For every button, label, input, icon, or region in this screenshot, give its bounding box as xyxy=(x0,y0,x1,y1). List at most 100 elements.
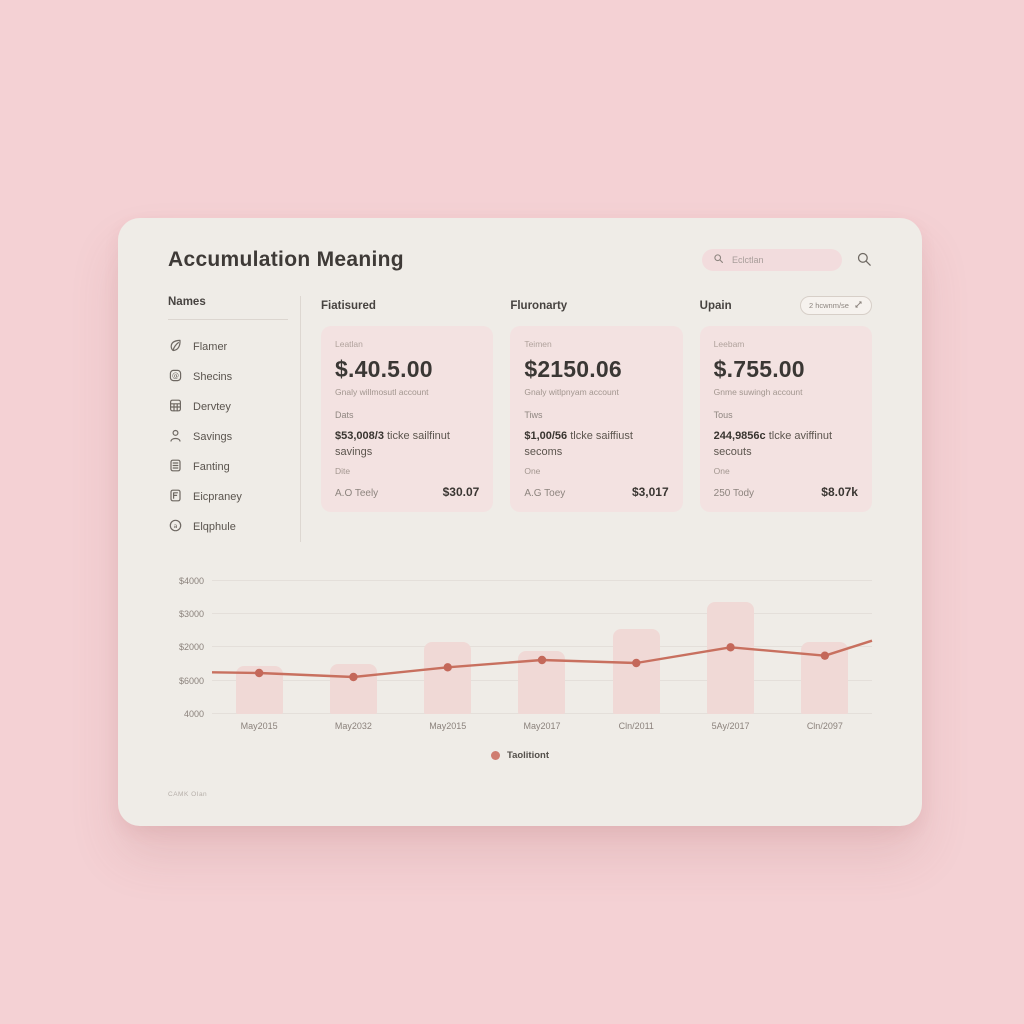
legend-label: Taolitiont xyxy=(506,750,550,761)
x-tick-label: Cln/2011 xyxy=(618,721,654,731)
search-button[interactable] xyxy=(856,251,872,270)
card-footer-label: A.G Toey xyxy=(524,488,566,499)
dashboard-panel: Accumulation Meaning Names xyxy=(118,218,922,826)
x-axis-spacer xyxy=(168,721,212,731)
card-detail-highlight: $53,008/3 xyxy=(335,430,384,442)
chart-plot-area xyxy=(211,574,873,714)
panel-footnote: CAMK OIan xyxy=(168,791,208,798)
card-detail-text: tlcke aviffinut secouts xyxy=(713,430,833,458)
line-point xyxy=(254,668,264,678)
search-icon xyxy=(856,251,872,270)
card-detail-line: $1,00/56 tlcke saiffiust secoms xyxy=(524,429,668,461)
search-icon xyxy=(713,251,724,269)
column-header-label: Fluronarty xyxy=(510,299,568,312)
bar xyxy=(424,642,472,714)
card-amount: $2150.06 xyxy=(524,356,622,382)
card-caption: Gnaly witlpnyam account xyxy=(524,387,619,397)
y-tick-label: $3000 xyxy=(178,609,204,619)
gridline xyxy=(212,613,872,614)
bar xyxy=(612,629,660,714)
card-section-label: Dats xyxy=(335,410,354,420)
gridline xyxy=(212,646,872,648)
chart-legend: Taolitiont xyxy=(168,750,872,761)
card-note: Dite xyxy=(335,465,351,476)
expand-icon xyxy=(854,300,863,311)
card-detail-highlight: 244,9856c xyxy=(713,430,766,442)
card-note: One xyxy=(524,465,541,476)
y-tick-label: $6000 xyxy=(178,675,204,686)
sidebar-item-label: Elqphule xyxy=(193,521,236,533)
card-footer-value: $3,017 xyxy=(631,485,669,499)
sidebar-item-elqphule[interactable]: a Elqphule xyxy=(168,512,288,542)
sidebar-item-label: Flamer xyxy=(193,341,228,353)
gridline xyxy=(212,579,872,581)
user-icon xyxy=(168,428,183,446)
y-tick-label: $4000 xyxy=(178,575,204,586)
y-tick-label: $2000 xyxy=(178,642,204,653)
bar-slot xyxy=(306,574,400,714)
card-footer: 250 Tody $8.07k xyxy=(714,485,858,499)
x-tick-label: May2015 xyxy=(240,721,278,731)
card-footer-label: 250 Tody xyxy=(713,488,755,499)
chart-x-labels: May2015 May2032 May2015 May2017 Cln/2011 5Ay/… xyxy=(212,721,872,731)
sidebar-item-shecins[interactable]: @ Shecins xyxy=(168,362,288,392)
x-tick-label: 5Ay/2017 xyxy=(711,721,750,731)
bar-slot xyxy=(401,574,495,714)
svg-text:a: a xyxy=(174,522,178,530)
chart: $4000 $3000 $2000 $6000 4000 May2015 May2032 M… xyxy=(168,574,873,731)
card-footer-value: $30.07 xyxy=(442,485,480,499)
card-caption: Gnaly willmosutl account xyxy=(335,387,429,397)
sidebar-item-label: Fanting xyxy=(193,461,230,473)
sidebar-item-savings[interactable]: Savings xyxy=(168,422,288,452)
sidebar-item-eicpraney[interactable]: Eicpraney xyxy=(168,482,288,512)
x-tick-label: May2032 xyxy=(334,721,372,731)
card-caption: Gnme suwingh account xyxy=(713,387,803,397)
card-tag: Leebam xyxy=(713,339,745,349)
sidebar-item-label: Shecins xyxy=(193,371,233,383)
bar-slot xyxy=(589,574,683,714)
column-header-fluronarty: Fluronarty xyxy=(510,296,682,315)
line-point xyxy=(726,643,735,652)
line-point xyxy=(820,651,830,660)
period-selector-label: 2 hcwnm/se xyxy=(808,301,849,310)
search-area xyxy=(702,249,872,271)
column-header-label: Fiatisured xyxy=(321,299,376,312)
summary-card-fiatisured[interactable]: Leatlan $.40.5.00 Gnaly willmosutl accou… xyxy=(321,326,494,512)
sidebar-item-label: Eicpraney xyxy=(193,491,242,503)
x-tick-label: May2017 xyxy=(523,721,561,731)
leaf-icon xyxy=(168,338,183,356)
search-pill[interactable] xyxy=(702,249,842,271)
y-tick-label: 4000 xyxy=(183,709,204,719)
svg-text:@: @ xyxy=(172,372,179,380)
card-tag: Teimen xyxy=(524,339,552,349)
summary-card-fluronarty[interactable]: Teimen $2150.06 Gnaly witlpnyam account … xyxy=(510,326,683,512)
line-point xyxy=(443,663,452,672)
line-point xyxy=(632,658,641,668)
bar-slot xyxy=(683,574,777,714)
chart-y-axis: $4000 $3000 $2000 $6000 4000 xyxy=(168,574,212,719)
card-footer-value: $8.07k xyxy=(821,485,858,499)
file-icon xyxy=(168,488,183,506)
card-section-label: Tous xyxy=(713,410,733,420)
document-icon xyxy=(168,458,183,476)
at-badge-icon: @ xyxy=(168,368,183,386)
trend-line xyxy=(211,639,873,682)
sidebar-item-flamer[interactable]: Flamer xyxy=(168,332,288,362)
sidebar-item-fanting[interactable]: Fanting xyxy=(168,452,288,482)
sidebar-item-dervtey[interactable]: Dervtey xyxy=(168,392,288,422)
summary-cards-row: Leatlan $.40.5.00 Gnaly willmosutl accou… xyxy=(321,326,872,512)
card-tag: Leatlan xyxy=(335,339,363,349)
search-input[interactable] xyxy=(730,254,831,266)
line-point xyxy=(349,672,358,682)
page-title: Accumulation Meaning xyxy=(168,248,404,271)
cards-header: Fiatisured Fluronarty Upain 2 hcwnm/se xyxy=(321,296,872,315)
period-selector-button[interactable]: 2 hcwnm/se xyxy=(799,296,872,315)
card-detail-highlight: $1,00/56 xyxy=(524,430,568,442)
summary-card-upain[interactable]: Leebam $.755.00 Gnme suwingh account Tou… xyxy=(699,326,872,512)
card-detail-line: 244,9856c tlcke aviffinut secouts xyxy=(714,429,858,461)
cards-region: Fiatisured Fluronarty Upain 2 hcwnm/se xyxy=(321,296,872,542)
at-circle-icon: a xyxy=(168,518,183,536)
card-note: One xyxy=(713,465,730,476)
sidebar-title: Names xyxy=(168,296,206,308)
sidebar-divider xyxy=(168,319,288,320)
